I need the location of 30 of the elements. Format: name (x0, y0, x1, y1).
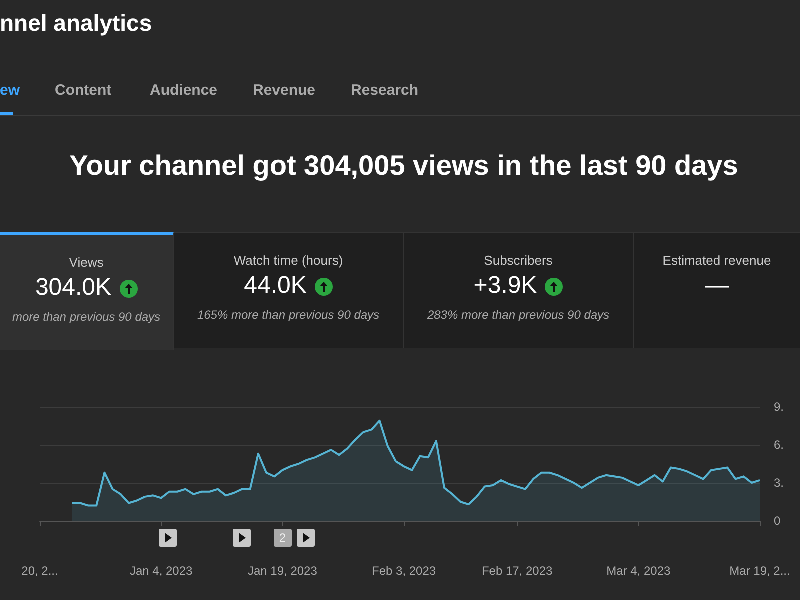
text: Research (351, 82, 419, 99)
text: ew (0, 82, 20, 99)
y-tick-label: 3. (774, 476, 784, 490)
x-tick-label: Feb 3, 2023 (372, 564, 436, 578)
text: 283% more than previous 90 days (426, 308, 611, 322)
text: 165% more than previous 90 days (196, 308, 381, 322)
text: Subscribers (483, 253, 554, 268)
y-tick-label: 0 (774, 514, 781, 528)
x-tick-label: Mar 4, 2023 (606, 564, 671, 578)
text: 304.0K (34, 274, 113, 302)
y-tick-label: 9. (774, 400, 784, 414)
text: +3.9K (472, 272, 538, 300)
x-tick-label: Feb 17, 2023 (482, 564, 553, 578)
x-tick-label: Mar 19, 2... (730, 564, 790, 578)
x-tick-label: 20, 2... (22, 564, 58, 578)
text: Revenue (253, 82, 316, 99)
text: Watch time (hours) (232, 253, 344, 268)
x-tick-label: Jan 4, 2023 (130, 564, 194, 578)
text: Audience (150, 82, 218, 99)
chart-title: nnel analytics (0, 10, 152, 37)
text: Estimated revenue (662, 253, 772, 268)
chart-subtitle: Your channel got 304,005 views in the last 90 days (68, 150, 740, 182)
y-tick-label: 6. (774, 438, 784, 452)
text: — (704, 272, 730, 300)
text: more than previous 90 days (11, 310, 162, 324)
text: Content (55, 82, 112, 99)
x-tick-label: Jan 19, 2023 (248, 564, 318, 578)
text: 44.0K (243, 272, 308, 300)
text: Views (68, 255, 105, 270)
annotation: 2 (274, 529, 292, 547)
